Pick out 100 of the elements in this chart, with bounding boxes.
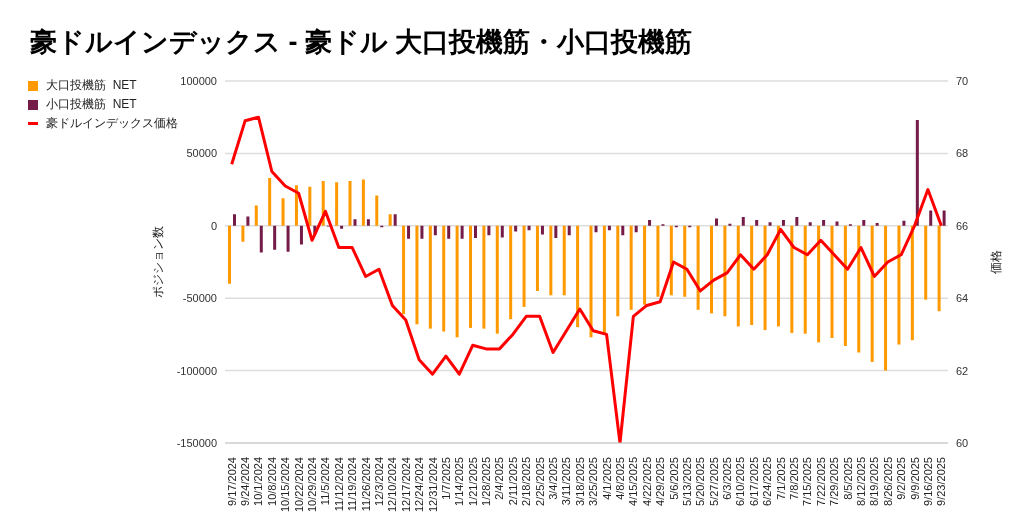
bar xyxy=(433,225,437,236)
bar xyxy=(736,225,740,327)
bar xyxy=(629,225,633,310)
bar xyxy=(495,225,499,334)
bar xyxy=(487,225,491,236)
bar xyxy=(803,225,807,334)
x-tick-label: 12/3/2024 xyxy=(372,457,385,506)
x-tick-label: 3/25/2025 xyxy=(587,457,600,506)
bar xyxy=(562,225,566,296)
y2-tick-label: 70 xyxy=(956,74,969,87)
x-tick-label: 11/19/2024 xyxy=(346,457,359,512)
x-tick-label: 9/24/2024 xyxy=(239,457,252,506)
bar xyxy=(241,225,245,242)
x-tick-label: 4/15/2025 xyxy=(627,457,640,506)
legend-label: 大口投機筋 NET xyxy=(46,77,137,94)
bar xyxy=(763,225,767,331)
bar xyxy=(567,225,571,236)
y2-axis-title: 価格 xyxy=(989,250,1004,274)
x-tick-label: 1/21/2025 xyxy=(466,457,479,506)
bar xyxy=(862,220,866,226)
bar xyxy=(621,225,625,236)
bar xyxy=(741,217,745,226)
x-tick-label: 1/28/2025 xyxy=(480,457,493,506)
bar xyxy=(602,225,606,334)
bar xyxy=(415,225,419,325)
x-tick-label: 3/11/2025 xyxy=(560,457,573,506)
bar xyxy=(781,220,785,226)
y2-tick-label: 68 xyxy=(956,147,969,160)
x-tick-label: 11/12/2024 xyxy=(332,457,345,512)
bar xyxy=(442,225,446,332)
bar xyxy=(527,225,531,231)
bar xyxy=(937,225,941,312)
x-tick-label: 12/24/2024 xyxy=(413,457,426,513)
bar xyxy=(768,222,772,226)
bar xyxy=(723,225,727,317)
y-tick-label: 50000 xyxy=(186,147,217,160)
y-axis-title: ポジション数 xyxy=(151,226,166,298)
y2-tick-label: 64 xyxy=(956,292,969,305)
bar xyxy=(755,220,759,226)
bar xyxy=(388,214,392,226)
x-tick-label: 6/24/2025 xyxy=(761,457,774,506)
bar xyxy=(286,225,290,252)
bar xyxy=(375,195,379,226)
x-tick-label: 6/17/2025 xyxy=(747,457,760,506)
bar xyxy=(857,225,861,353)
x-tick-label: 7/1/2025 xyxy=(774,457,787,500)
x-tick-label: 2/18/2025 xyxy=(520,457,533,506)
x-tick-label: 2/11/2025 xyxy=(506,457,519,506)
bar xyxy=(830,225,834,339)
bar xyxy=(335,182,339,226)
legend-label: 小口投機筋 NET xyxy=(46,96,137,113)
x-tick-label: 12/31/2024 xyxy=(426,457,439,513)
bar xyxy=(540,225,544,235)
bar xyxy=(554,225,558,239)
bar xyxy=(589,225,593,338)
x-tick-label: 9/17/2024 xyxy=(225,457,238,506)
x-tick-label: 7/29/2025 xyxy=(828,457,841,506)
bar xyxy=(643,225,647,305)
x-tick-label: 4/29/2025 xyxy=(654,457,667,506)
bar xyxy=(348,180,352,226)
bar xyxy=(428,225,432,329)
x-tick-label: 5/27/2025 xyxy=(707,457,720,506)
bar xyxy=(594,225,598,233)
bar xyxy=(469,225,472,328)
line-series xyxy=(230,115,943,443)
x-tick-label: 6/10/2025 xyxy=(734,457,747,506)
bar xyxy=(607,225,611,231)
y-tick-label: -50000 xyxy=(182,292,217,305)
bar xyxy=(273,225,277,250)
x-tick-label: 8/19/2025 xyxy=(868,457,881,506)
x-tick-label: 4/22/2025 xyxy=(640,457,653,506)
x-tick-label: 7/22/2025 xyxy=(814,457,827,506)
x-tick-label: 7/8/2025 xyxy=(788,457,801,500)
bar xyxy=(648,220,652,226)
x-tick-label: 5/6/2025 xyxy=(667,457,680,500)
bar xyxy=(407,225,411,239)
y-tick-label: 100000 xyxy=(180,74,217,87)
bar xyxy=(616,225,620,317)
x-tick-label: 4/1/2025 xyxy=(600,457,613,500)
bar xyxy=(447,225,451,239)
bar xyxy=(897,225,901,345)
bar xyxy=(929,210,933,226)
bar xyxy=(259,225,263,253)
bar xyxy=(683,225,687,297)
bar xyxy=(254,205,258,226)
bar xyxy=(233,214,236,226)
bar xyxy=(942,210,946,226)
x-tick-label: 7/15/2025 xyxy=(801,457,814,506)
y-tick-label: 0 xyxy=(210,219,217,232)
x-tick-label: 8/12/2025 xyxy=(854,457,867,506)
bar xyxy=(340,225,344,229)
y2-tick-label: 62 xyxy=(956,364,969,377)
x-tick-label: 5/13/2025 xyxy=(680,457,693,506)
bar xyxy=(710,225,713,314)
x-tick-label: 9/2/2025 xyxy=(895,457,908,500)
bar xyxy=(915,120,919,226)
chart-title: 豪ドルインデックス - 豪ドル 大口投機筋・小口投機筋 xyxy=(30,26,693,59)
bar xyxy=(500,225,504,238)
x-tick-label: 6/3/2025 xyxy=(721,457,734,500)
x-tick-label: 1/7/2025 xyxy=(439,457,452,500)
